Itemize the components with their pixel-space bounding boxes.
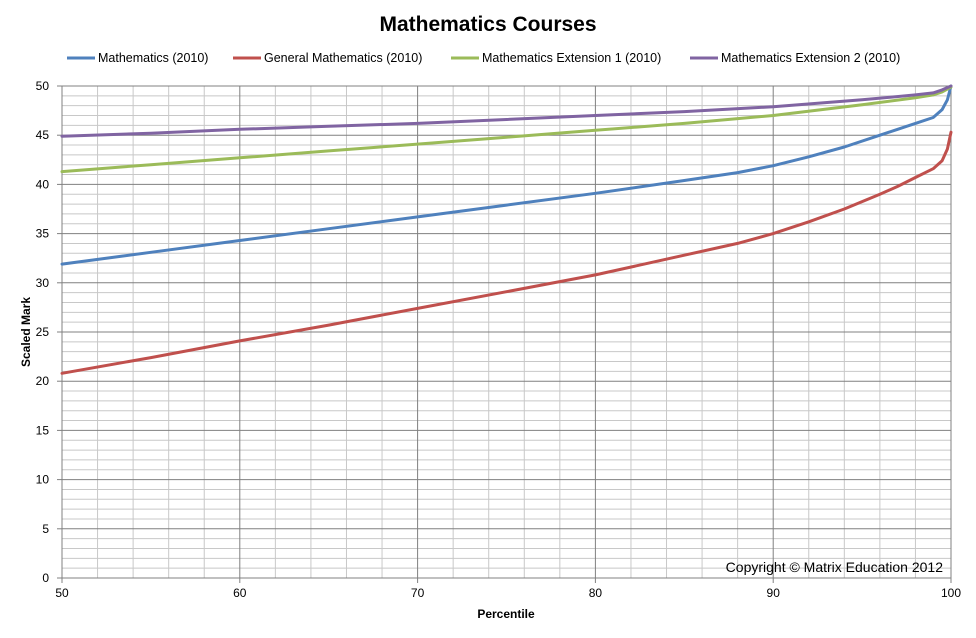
y-tick-label: 35 [36, 227, 50, 241]
x-tick-label: 60 [233, 586, 247, 600]
series-line-1 [60, 84, 953, 266]
series-line-3 [60, 85, 953, 174]
legend-label-1: Mathematics (2010) [98, 51, 208, 65]
x-axis-title: Percentile [477, 607, 535, 621]
legend-label-4: Mathematics Extension 2 (2010) [721, 51, 900, 65]
x-tick-label: 50 [55, 586, 69, 600]
legend-label-3: Mathematics Extension 1 (2010) [482, 51, 661, 65]
series-line-4 [60, 84, 953, 138]
y-tick-label: 25 [36, 325, 50, 339]
y-tick-label: 50 [36, 79, 50, 93]
axes [57, 85, 952, 583]
series-line-2 [60, 130, 953, 375]
copyright-annotation: Copyright © Matrix Education 2012 [726, 559, 944, 575]
y-tick-label: 15 [36, 423, 50, 437]
x-tick-label: 90 [767, 586, 781, 600]
y-tick-label: 45 [36, 128, 50, 142]
series-lines [60, 84, 953, 375]
y-tick-label: 40 [36, 177, 50, 191]
y-tick-label: 5 [42, 522, 49, 536]
x-tick-label: 70 [411, 586, 425, 600]
legend-label-2: General Mathematics (2010) [264, 51, 422, 65]
major-gridlines [62, 85, 952, 578]
y-tick-label: 0 [42, 571, 49, 585]
x-tick-label: 80 [589, 586, 603, 600]
x-tick-label: 100 [941, 586, 961, 600]
y-axis-title: Scaled Mark [19, 297, 33, 367]
chart-title: Mathematics Courses [379, 13, 596, 36]
y-tick-label: 30 [36, 276, 50, 290]
legend: Mathematics (2010) General Mathematics (2… [67, 51, 900, 65]
x-tick-labels: 50 60 70 80 90 100 [55, 586, 961, 600]
y-tick-label: 20 [36, 374, 50, 388]
y-tick-label: 10 [36, 473, 50, 487]
y-tick-labels: 0 5 10 15 20 25 30 35 40 45 50 [36, 79, 50, 585]
